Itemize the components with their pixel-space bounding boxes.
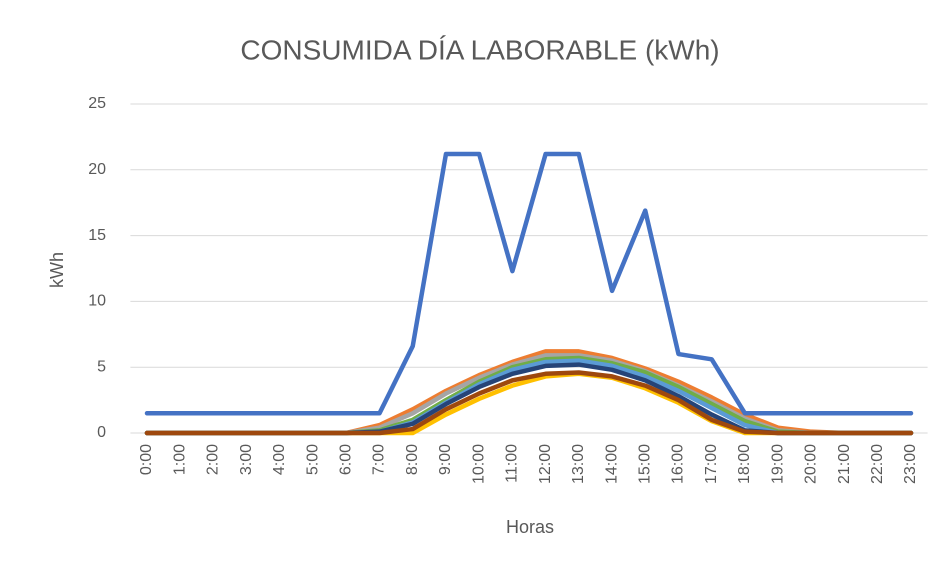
x-tick-label: 18:00 — [736, 444, 753, 484]
y-tick-label: 20 — [88, 161, 106, 178]
x-tick-label: 15:00 — [636, 444, 653, 484]
y-tick-label: 15 — [88, 227, 106, 244]
series-line — [144, 370, 914, 436]
x-tick-label: 4:00 — [271, 444, 288, 475]
x-tick-label: 10:00 — [470, 444, 487, 484]
chart-title: CONSUMIDA DÍA LABORABLE (kWh) — [240, 34, 719, 65]
x-tick-label: 3:00 — [238, 444, 255, 475]
y-tick-label: 10 — [88, 293, 106, 310]
x-tick-label: 14:00 — [603, 444, 620, 484]
y-tick-label: 5 — [97, 358, 106, 375]
x-tick-label: 20:00 — [803, 444, 820, 484]
x-tick-label: 17:00 — [703, 444, 720, 484]
x-tick-label: 19:00 — [769, 444, 786, 484]
x-tick-label: 2:00 — [205, 444, 222, 475]
x-tick-label: 13:00 — [570, 444, 587, 484]
x-tick-label: 22:00 — [869, 444, 886, 484]
x-tick-label: 6:00 — [338, 444, 355, 475]
x-tick-label: 5:00 — [304, 444, 321, 475]
x-tick-label: 23:00 — [902, 444, 919, 484]
y-axis-label: kWh — [47, 252, 67, 288]
x-tick-label: 16:00 — [670, 444, 687, 484]
x-tick-label: 8:00 — [404, 444, 421, 475]
x-tick-label: 11:00 — [504, 444, 521, 483]
series-line — [144, 151, 914, 416]
x-axis-label: Horas — [506, 517, 554, 537]
x-tick-label: 0:00 — [138, 444, 155, 475]
x-tick-label: 21:00 — [836, 444, 853, 484]
x-tick-label: 7:00 — [371, 444, 388, 475]
y-tick-label: 25 — [88, 95, 106, 112]
x-tick-label: 9:00 — [437, 444, 454, 475]
x-tick-label: 12:00 — [537, 444, 554, 484]
x-tick-label: 1:00 — [171, 444, 188, 475]
y-tick-label: 0 — [97, 424, 106, 441]
